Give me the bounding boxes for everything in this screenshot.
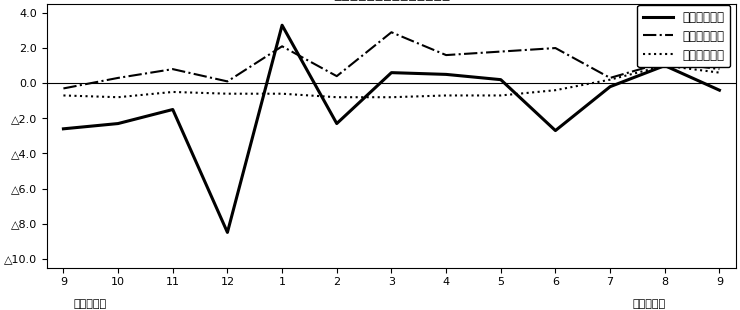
Legend: 現金給与総額, 総実労働時間, 常用雇用指数: 現金給与総額, 総実労働時間, 常用雇用指数 bbox=[637, 5, 730, 67]
Text: 平成２１年: 平成２１年 bbox=[74, 299, 107, 309]
Text: 平成２２年: 平成２２年 bbox=[633, 299, 666, 309]
Title: 第４図　賃金、労働時間、常用雇用指数　対前年同月比の推移
（規樯５人以上　調査産業計）: 第４図 賃金、労働時間、常用雇用指数 対前年同月比の推移 （規樯５人以上 調査産… bbox=[275, 0, 508, 2]
